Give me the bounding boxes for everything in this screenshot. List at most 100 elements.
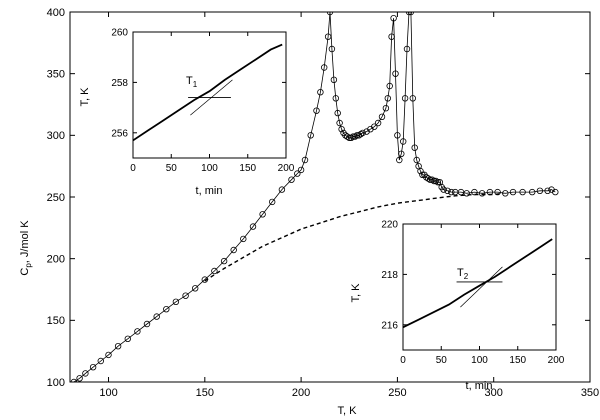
inset1-x-tick-label-2: 100 <box>201 163 218 174</box>
data-point-3 <box>89 364 97 371</box>
main-y-tick-label-4: 300 <box>47 130 65 142</box>
data-point-2 <box>82 370 89 377</box>
data-point-103 <box>552 188 559 196</box>
data-point-24 <box>288 176 295 183</box>
main-y-tick-label-6: 400 <box>47 7 65 19</box>
data-point-91 <box>463 190 470 197</box>
inset2-x-tick-label-3: 150 <box>509 355 526 366</box>
inset2-x-tick-label-1: 50 <box>436 355 448 366</box>
data-point-71 <box>411 144 418 151</box>
data-point-70 <box>409 95 416 102</box>
data-point-13 <box>182 292 189 299</box>
data-point-64 <box>398 150 405 157</box>
data-point-79 <box>426 176 434 183</box>
inset1-temperature-curve <box>133 43 283 142</box>
x-axis-label: T, K <box>338 405 358 417</box>
main-y-tick-label-3: 250 <box>47 192 65 204</box>
data-point-67 <box>403 45 411 53</box>
data-point-45 <box>349 133 357 140</box>
data-point-98 <box>519 188 526 196</box>
y-axis-label-units: , J/mol K <box>19 220 31 263</box>
main-y-tick-label-0: 100 <box>47 377 65 389</box>
data-point-99 <box>529 188 536 196</box>
data-point-69 <box>407 12 415 16</box>
data-point-74 <box>417 167 424 175</box>
data-point-6 <box>114 343 122 350</box>
main-x-tick-label-3: 250 <box>388 387 406 399</box>
main-y-tick-label-5: 350 <box>47 69 65 81</box>
data-point-49 <box>357 130 364 138</box>
data-point-61 <box>392 70 399 77</box>
inset1-x-tick-label-4: 200 <box>278 163 295 174</box>
data-point-37 <box>334 109 341 117</box>
inset1-y-tick-label-0: 256 <box>111 128 128 139</box>
data-point-22 <box>269 198 276 206</box>
data-point-62 <box>394 132 401 139</box>
data-point-83 <box>434 178 442 186</box>
data-point-46 <box>351 133 359 140</box>
data-point-50 <box>359 129 366 137</box>
data-point-59 <box>388 33 395 40</box>
inset1-y-label: T, K <box>79 87 91 107</box>
inset1-x-tick-label-1: 50 <box>166 163 178 174</box>
data-point-10 <box>153 313 160 320</box>
inset2-annotation-subscript: 2 <box>464 272 469 281</box>
data-point-1 <box>76 375 83 382</box>
inset1-annotation-symbol: T <box>186 75 193 87</box>
main-y-tick-label-2: 200 <box>47 254 65 266</box>
measured-cp-points <box>70 12 559 382</box>
data-point-20 <box>249 223 257 230</box>
data-point-7 <box>124 335 131 342</box>
inset2-y-tick-label-0: 216 <box>381 320 398 331</box>
inset1-annotation-subscript: 1 <box>193 80 198 89</box>
inset1-y-tick-label-1: 258 <box>111 78 128 89</box>
data-point-17 <box>220 257 228 265</box>
data-point-94 <box>486 188 494 196</box>
data-point-56 <box>382 104 390 112</box>
data-point-35 <box>330 76 338 83</box>
data-point-60 <box>390 15 397 22</box>
data-point-25 <box>294 170 301 177</box>
data-point-53 <box>371 123 378 130</box>
data-point-18 <box>230 246 237 254</box>
data-point-31 <box>321 64 328 71</box>
inset1-x-tick-label-0: 0 <box>130 163 136 174</box>
inset2-x-tick-label-2: 100 <box>471 355 488 366</box>
data-point-0 <box>70 378 78 382</box>
data-point-5 <box>105 351 112 359</box>
inset2-tangent-line <box>460 266 503 308</box>
data-point-68 <box>405 12 413 16</box>
inset2-y-tick-label-2: 220 <box>381 220 398 231</box>
data-point-23 <box>278 186 286 193</box>
data-point-81 <box>430 177 438 185</box>
inset2-x-tick-label-4: 200 <box>548 355 565 366</box>
main-x-tick-label-1: 150 <box>196 387 214 399</box>
data-point-39 <box>338 125 345 133</box>
inset2-annotation-symbol: T <box>457 267 464 279</box>
data-point-86 <box>440 186 447 193</box>
data-point-28 <box>307 132 314 139</box>
data-point-96 <box>502 190 509 197</box>
inset2-plot-frame <box>402 223 557 351</box>
main-y-tick-label-1: 150 <box>47 315 65 327</box>
inset2-y-tick-label-1: 218 <box>381 270 398 281</box>
main-x-tick-label-0: 100 <box>99 387 117 399</box>
inset2-x-label: t, min <box>466 380 493 392</box>
data-point-15 <box>201 276 208 283</box>
data-point-19 <box>240 235 247 243</box>
data-point-29 <box>313 107 320 114</box>
data-point-12 <box>172 298 180 305</box>
data-point-32 <box>324 33 332 40</box>
background-dashed-curve <box>204 192 504 282</box>
inset2-y-label: T, K <box>350 283 362 303</box>
inset1-plot-frame <box>132 31 287 159</box>
y-axis-label-symbol: C <box>19 268 31 276</box>
data-point-66 <box>401 95 409 102</box>
data-point-87 <box>444 187 451 194</box>
data-point-34 <box>328 45 336 53</box>
data-point-38 <box>336 119 343 127</box>
data-point-16 <box>211 267 218 275</box>
data-point-58 <box>386 82 393 90</box>
inset1-x-tick-label-3: 150 <box>239 163 256 174</box>
